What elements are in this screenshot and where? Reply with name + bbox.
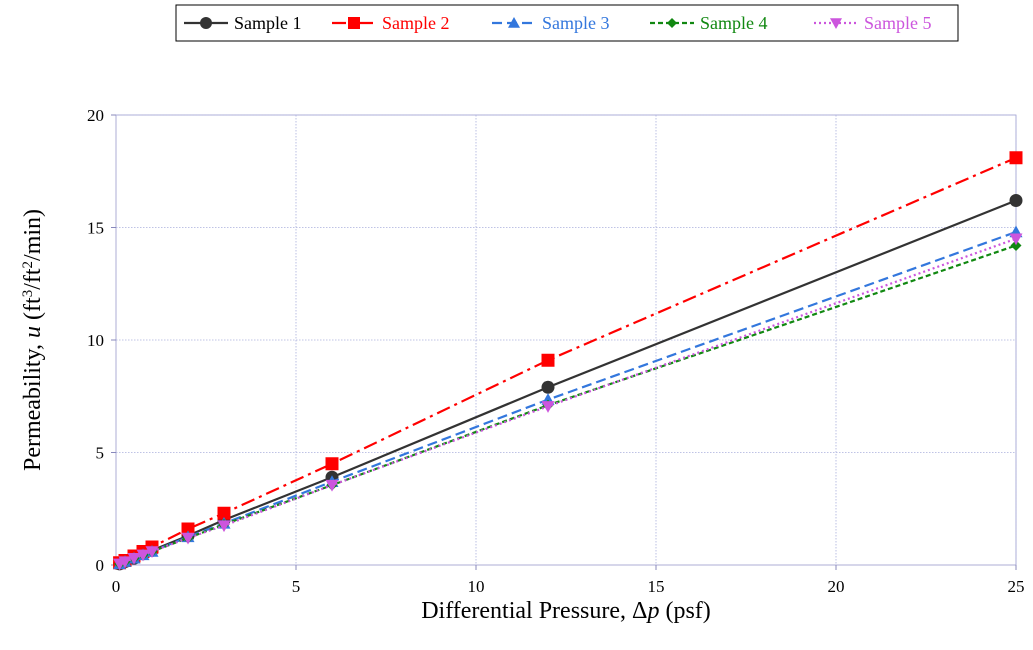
legend-entry: Sample 2 (332, 13, 450, 33)
y-tick-label: 0 (96, 556, 105, 575)
legend-label: Sample 3 (542, 13, 610, 33)
data-point (136, 549, 150, 562)
data-point (217, 506, 231, 520)
x-tick-label: 15 (648, 577, 665, 596)
data-point (325, 457, 339, 471)
data-point (217, 520, 231, 533)
data-point (118, 556, 132, 569)
plot-area: 0 5 10 15 20 25 0 5 10 15 20 (87, 106, 1025, 596)
data-point (830, 18, 842, 29)
data-point (1009, 233, 1023, 246)
legend-label: Sample 5 (864, 13, 932, 33)
legend-label: Sample 2 (382, 13, 450, 33)
x-axis-title: Differential Pressure, Δp (psf) (421, 598, 711, 624)
data-point (508, 17, 520, 28)
series-line (119, 230, 1017, 565)
y-tick-label: 5 (96, 444, 105, 463)
legend: Sample 1 Sample 2 Sample 3 Sample 4 Sample 5 (175, 4, 959, 42)
x-tick-label: 25 (1008, 577, 1025, 596)
data-point (1010, 240, 1022, 251)
data-point (348, 17, 360, 29)
y-tick-label: 15 (87, 219, 104, 238)
data-point (667, 18, 677, 28)
data-point (541, 401, 555, 413)
x-tick-label: 20 (828, 577, 845, 596)
data-point (181, 532, 195, 545)
x-tick-label: 0 (112, 577, 121, 596)
data-point (127, 553, 141, 565)
series-5 (113, 233, 1023, 571)
legend-label: Sample 1 (234, 13, 302, 33)
data-point (1009, 194, 1023, 207)
data-point (145, 546, 159, 558)
legend-entry: Sample 3 (492, 13, 610, 33)
x-tick-label: 5 (292, 577, 301, 596)
legend-entry: Sample 5 (814, 13, 932, 33)
data-point (541, 353, 555, 367)
data-point (200, 17, 212, 29)
y-tick-label: 10 (87, 331, 104, 350)
legend-entry: Sample 4 (650, 13, 768, 33)
legend-entry: Sample 1 (184, 13, 302, 33)
y-axis-title: Permeability, u (ft3/ft2/min) (20, 209, 46, 471)
data-point (325, 479, 339, 492)
legend-label: Sample 4 (700, 13, 768, 33)
x-tick-label: 10 (468, 577, 485, 596)
data-point (541, 380, 555, 394)
data-point (1009, 151, 1023, 165)
legend-box (175, 4, 959, 42)
data-point (181, 522, 195, 536)
y-tick-label: 20 (87, 106, 104, 125)
